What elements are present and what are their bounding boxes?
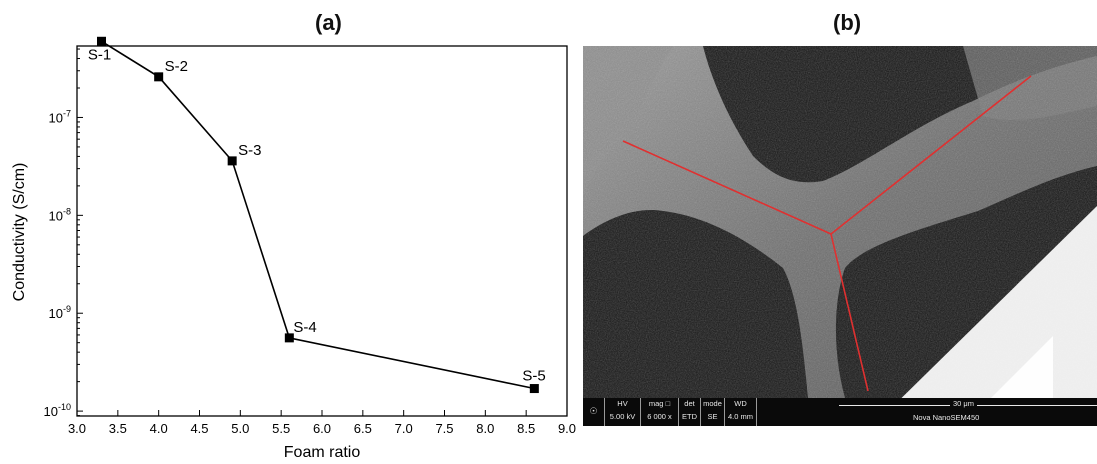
x-tick-label: 9.0 bbox=[558, 421, 576, 436]
sem-hv: HV 5.00 kV bbox=[605, 398, 641, 426]
y-tick-exponent: -9 bbox=[63, 304, 71, 314]
x-tick-label: 8.5 bbox=[517, 421, 535, 436]
y-axis-label: Conductivity (S/cm) bbox=[11, 163, 28, 302]
sem-mode: mode SE bbox=[701, 398, 725, 426]
x-axis: 3.0 3.5 4.0 4.5 5.0 5.5 6.0 6.5 7.0 7.5 8.0 8.5 9.0 bbox=[68, 410, 576, 436]
data-point bbox=[284, 333, 294, 343]
x-tick-label: 4.5 bbox=[190, 421, 208, 436]
sem-logo-cell: ☉ bbox=[583, 398, 605, 426]
data-point-label: S-4 bbox=[293, 319, 316, 336]
y-tick-base: 10 bbox=[49, 110, 63, 125]
y-tick-base: 10 bbox=[44, 404, 58, 419]
measurement-line bbox=[622, 140, 832, 235]
x-tick-label: 7.5 bbox=[435, 421, 453, 436]
y-tick-exponent: -7 bbox=[63, 108, 71, 118]
sem-micrograph bbox=[583, 46, 1097, 426]
y-tick-base: 10 bbox=[49, 306, 63, 321]
series-line bbox=[101, 40, 535, 390]
sem-scale-label: 30 μm bbox=[950, 399, 977, 408]
sem-info-bar: ☉ HV 5.00 kV mag □ 6 000 x det ETD mode SE W… bbox=[583, 398, 1097, 426]
sem-instrument: Nova NanoSEM450 bbox=[913, 413, 980, 422]
sem-mag: mag □ 6 000 x bbox=[641, 398, 679, 426]
panel-a-label: (a) bbox=[315, 10, 342, 35]
x-tick-label: 5.0 bbox=[231, 421, 249, 436]
y-tick-label: 10-8 bbox=[49, 206, 71, 223]
y-tick-label: 10-10 bbox=[44, 402, 71, 419]
data-point-label: S-3 bbox=[238, 142, 261, 159]
y-tick-label: 10-7 bbox=[49, 108, 71, 125]
data-point-label: S-5 bbox=[522, 368, 545, 385]
x-tick-label: 3.5 bbox=[109, 421, 127, 436]
x-tick-label: 7.0 bbox=[395, 421, 413, 436]
y-tick-base: 10 bbox=[49, 208, 63, 223]
data-point bbox=[154, 72, 164, 82]
x-tick-label: 6.5 bbox=[354, 421, 372, 436]
data-points: S-1 S-2 S-3 S-4 S-5 bbox=[88, 36, 546, 394]
sem-det: det ETD bbox=[679, 398, 701, 426]
data-point bbox=[97, 36, 106, 46]
data-point-label: S-1 bbox=[88, 46, 111, 63]
data-point bbox=[227, 156, 237, 166]
sem-wd: WD 4.0 mm bbox=[725, 398, 757, 426]
data-point bbox=[529, 384, 539, 394]
conductivity-chart: 3.0 3.5 4.0 4.5 5.0 5.5 6.0 6.5 7.0 7.5 8.0 8.5 9.0 … bbox=[11, 36, 576, 461]
x-tick-label: 5.5 bbox=[272, 421, 290, 436]
y-tick-exponent: -8 bbox=[63, 206, 71, 216]
plot-frame bbox=[76, 45, 568, 417]
measurement-line bbox=[830, 75, 1032, 235]
x-tick-label: 3.0 bbox=[68, 421, 86, 436]
panel-b-label: (b) bbox=[833, 10, 862, 35]
x-tick-label: 4.0 bbox=[150, 421, 168, 436]
y-tick-label: 10-9 bbox=[49, 304, 71, 321]
y-tick-exponent: -10 bbox=[58, 402, 71, 412]
strut-measurement-lines bbox=[622, 75, 1032, 392]
x-tick-label: 8.0 bbox=[476, 421, 494, 436]
measurement-line bbox=[830, 233, 869, 392]
x-tick-label: 6.0 bbox=[313, 421, 331, 436]
x-axis-label: Foam ratio bbox=[284, 444, 361, 461]
data-point-label: S-2 bbox=[165, 58, 188, 75]
